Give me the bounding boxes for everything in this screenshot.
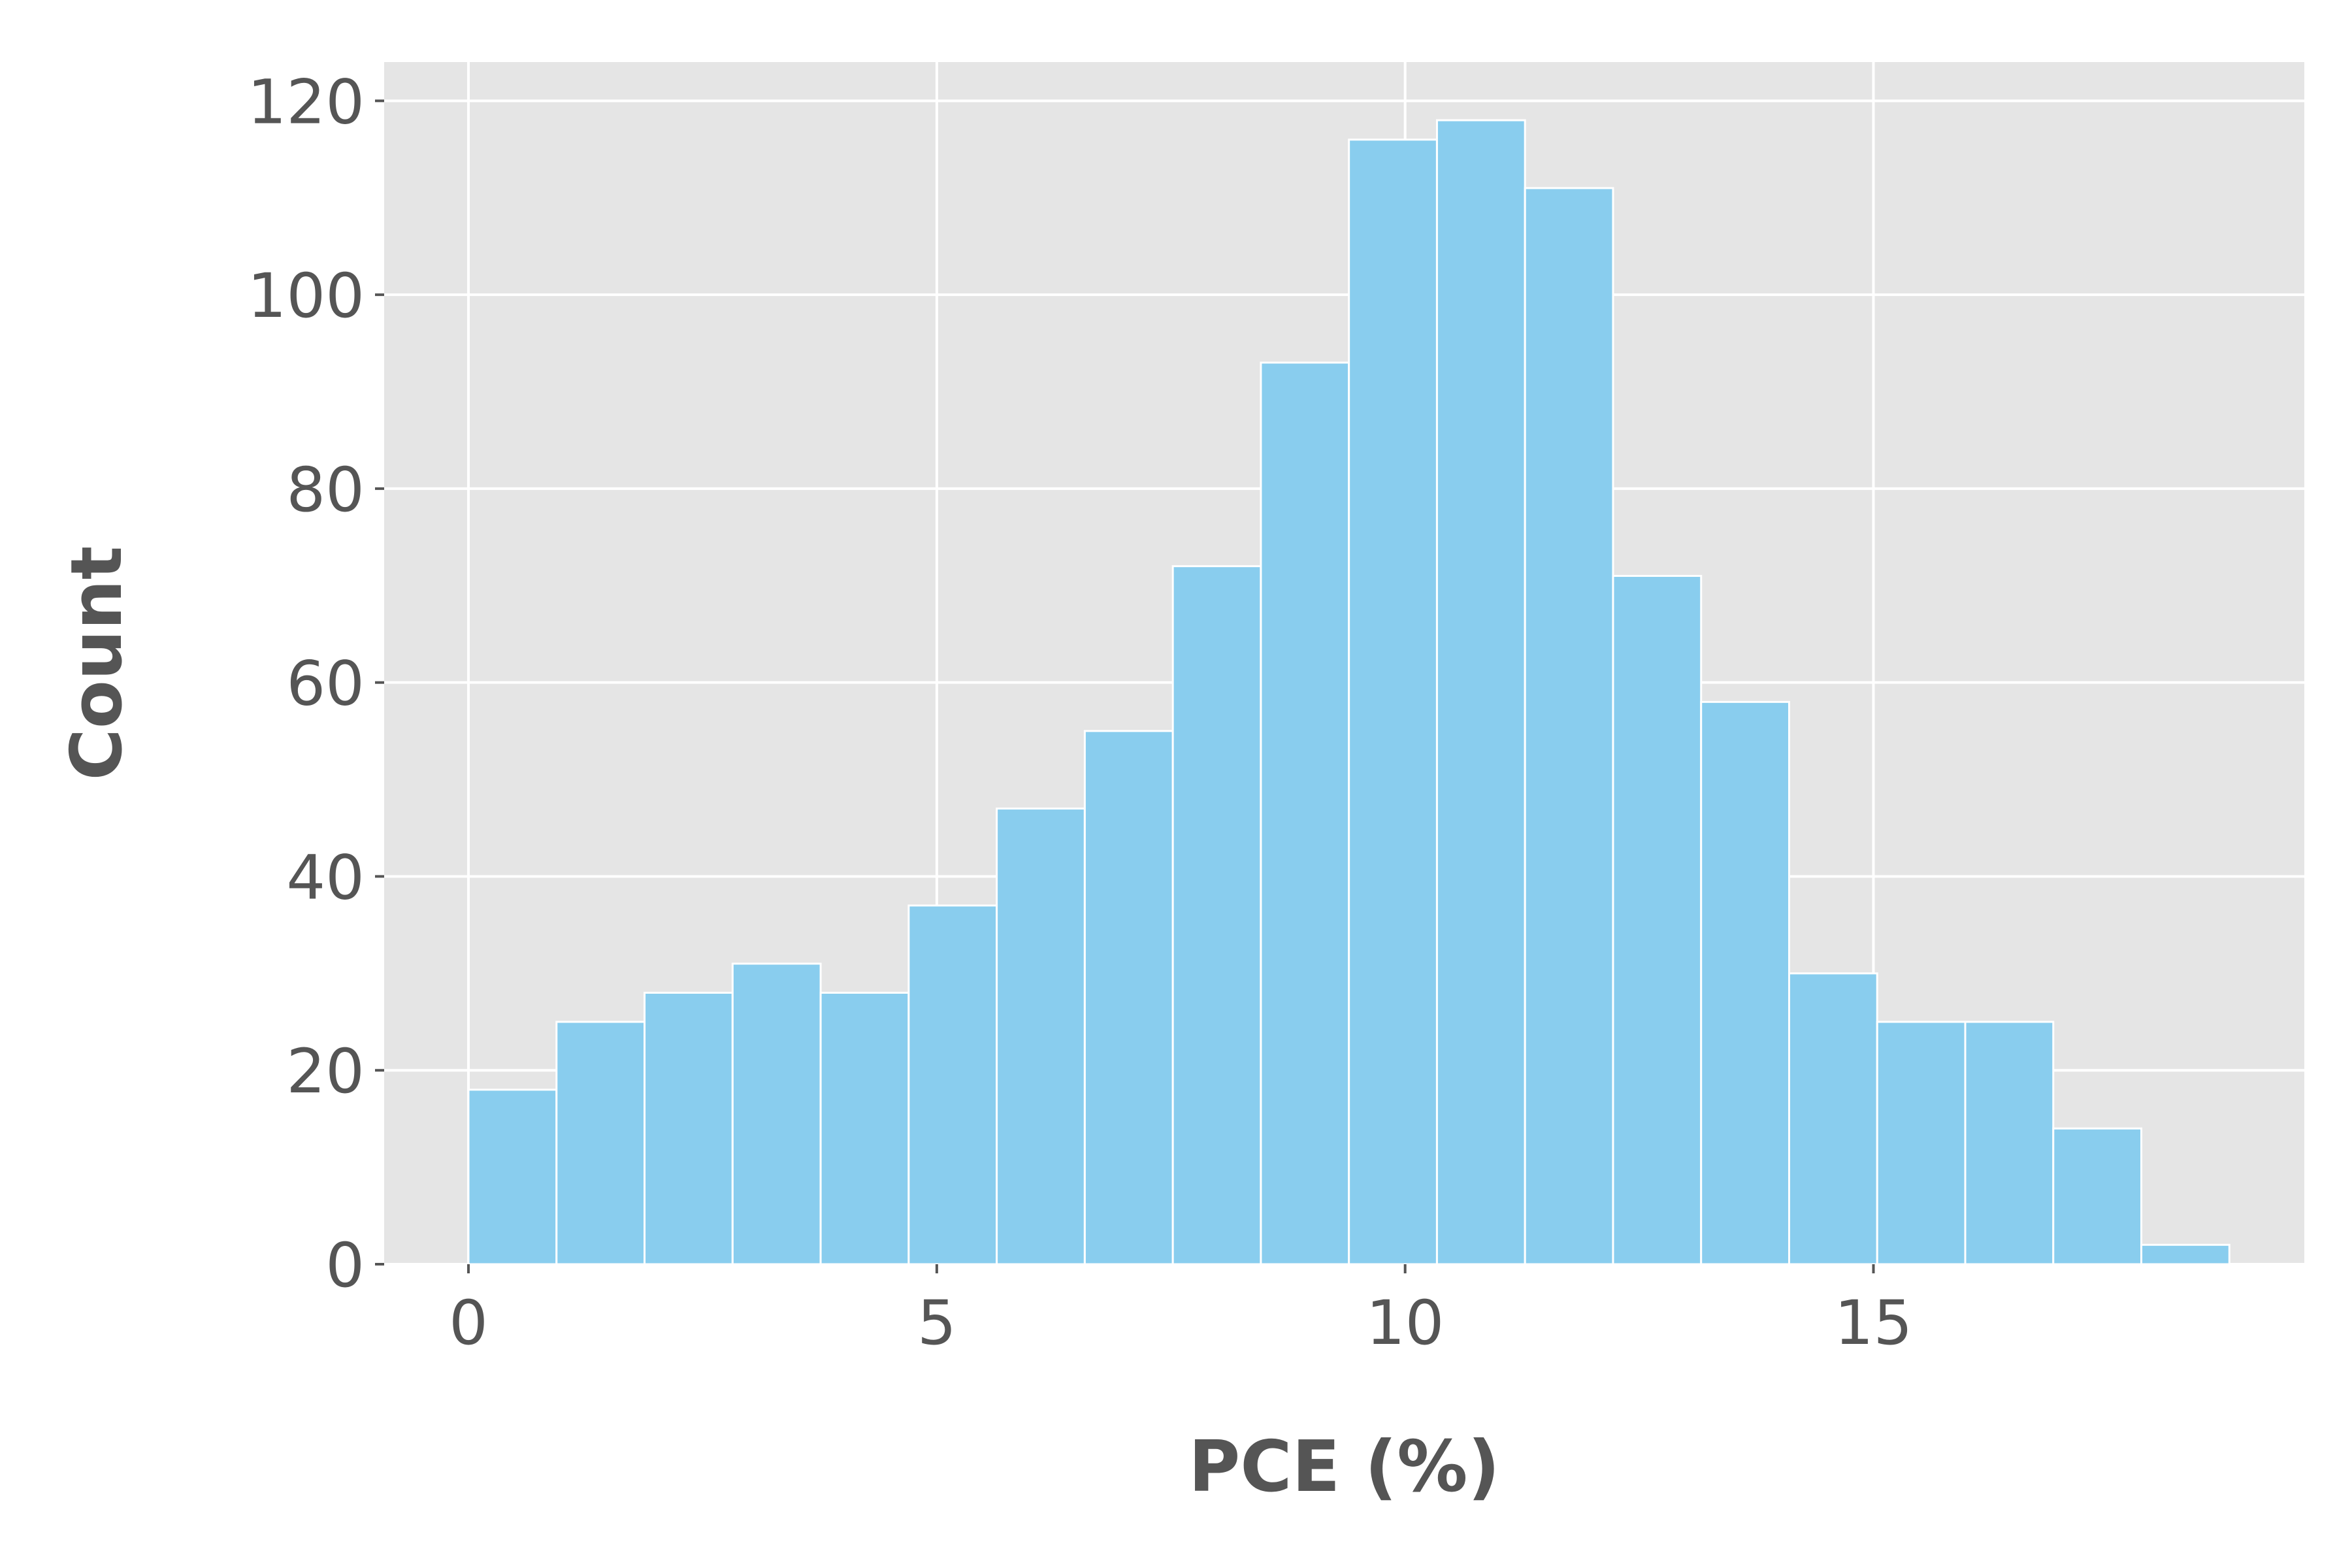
y-tick-label: 0 <box>325 1230 365 1301</box>
x-tick-label: 15 <box>1835 1288 1913 1359</box>
histogram-bar-3 <box>644 992 734 1266</box>
histogram-bar-7 <box>996 808 1086 1266</box>
histogram-bar-1 <box>467 1088 558 1266</box>
y-tick-label: 60 <box>286 649 365 720</box>
x-tick-label: 10 <box>1366 1288 1445 1359</box>
histogram-bar-6 <box>907 904 998 1266</box>
histogram-bar-18 <box>1964 1021 2055 1266</box>
histogram-bar-10 <box>1260 361 1350 1266</box>
y-axis-ticks: 0 20 40 60 80 100 120 <box>248 67 384 1301</box>
histogram-bar-11 <box>1348 139 1438 1266</box>
histogram-bar-12 <box>1435 119 1526 1266</box>
y-tick-label: 100 <box>248 261 365 332</box>
histogram-bar-2 <box>555 1021 646 1266</box>
histogram-bar-14 <box>1612 574 1703 1266</box>
histogram-bar-16 <box>1788 972 1878 1266</box>
x-axis-title: PCE (%) <box>1188 1426 1500 1508</box>
y-tick-label: 40 <box>286 842 365 913</box>
histogram-bars <box>467 119 2230 1266</box>
histogram-bar-15 <box>1700 700 1790 1266</box>
histogram-bar-8 <box>1083 730 1174 1266</box>
x-tick-label: 5 <box>917 1288 956 1359</box>
x-axis-ticks: 0 5 10 15 <box>449 1264 1912 1359</box>
histogram-bar-13 <box>1524 187 1614 1266</box>
y-tick-label: 80 <box>286 455 365 526</box>
histogram-bar-20 <box>2140 1243 2230 1266</box>
y-tick-label: 120 <box>248 67 365 138</box>
histogram-bar-17 <box>1876 1021 1967 1266</box>
histogram-bar-4 <box>731 962 822 1266</box>
histogram-bar-5 <box>819 992 910 1266</box>
histogram-bar-19 <box>2052 1127 2143 1266</box>
x-tick-label: 0 <box>449 1288 488 1359</box>
y-tick-label: 20 <box>286 1036 365 1107</box>
histogram-bar-9 <box>1171 565 1262 1266</box>
y-axis-title: Count <box>56 546 138 781</box>
